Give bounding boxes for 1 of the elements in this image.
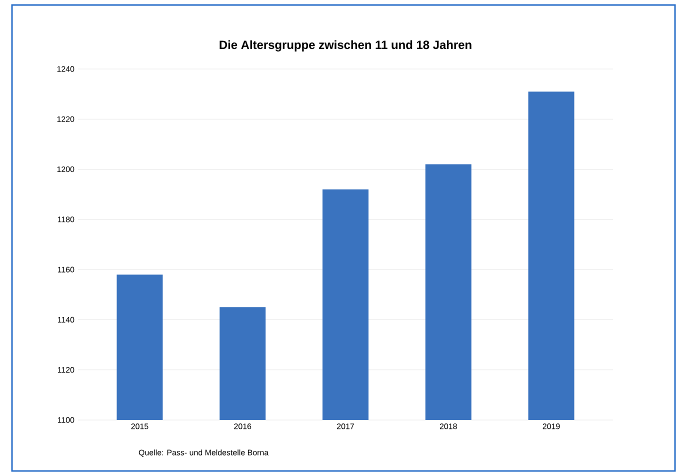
chart-title: Die Altersgruppe zwischen 11 und 18 Jahren (220, 40, 472, 52)
